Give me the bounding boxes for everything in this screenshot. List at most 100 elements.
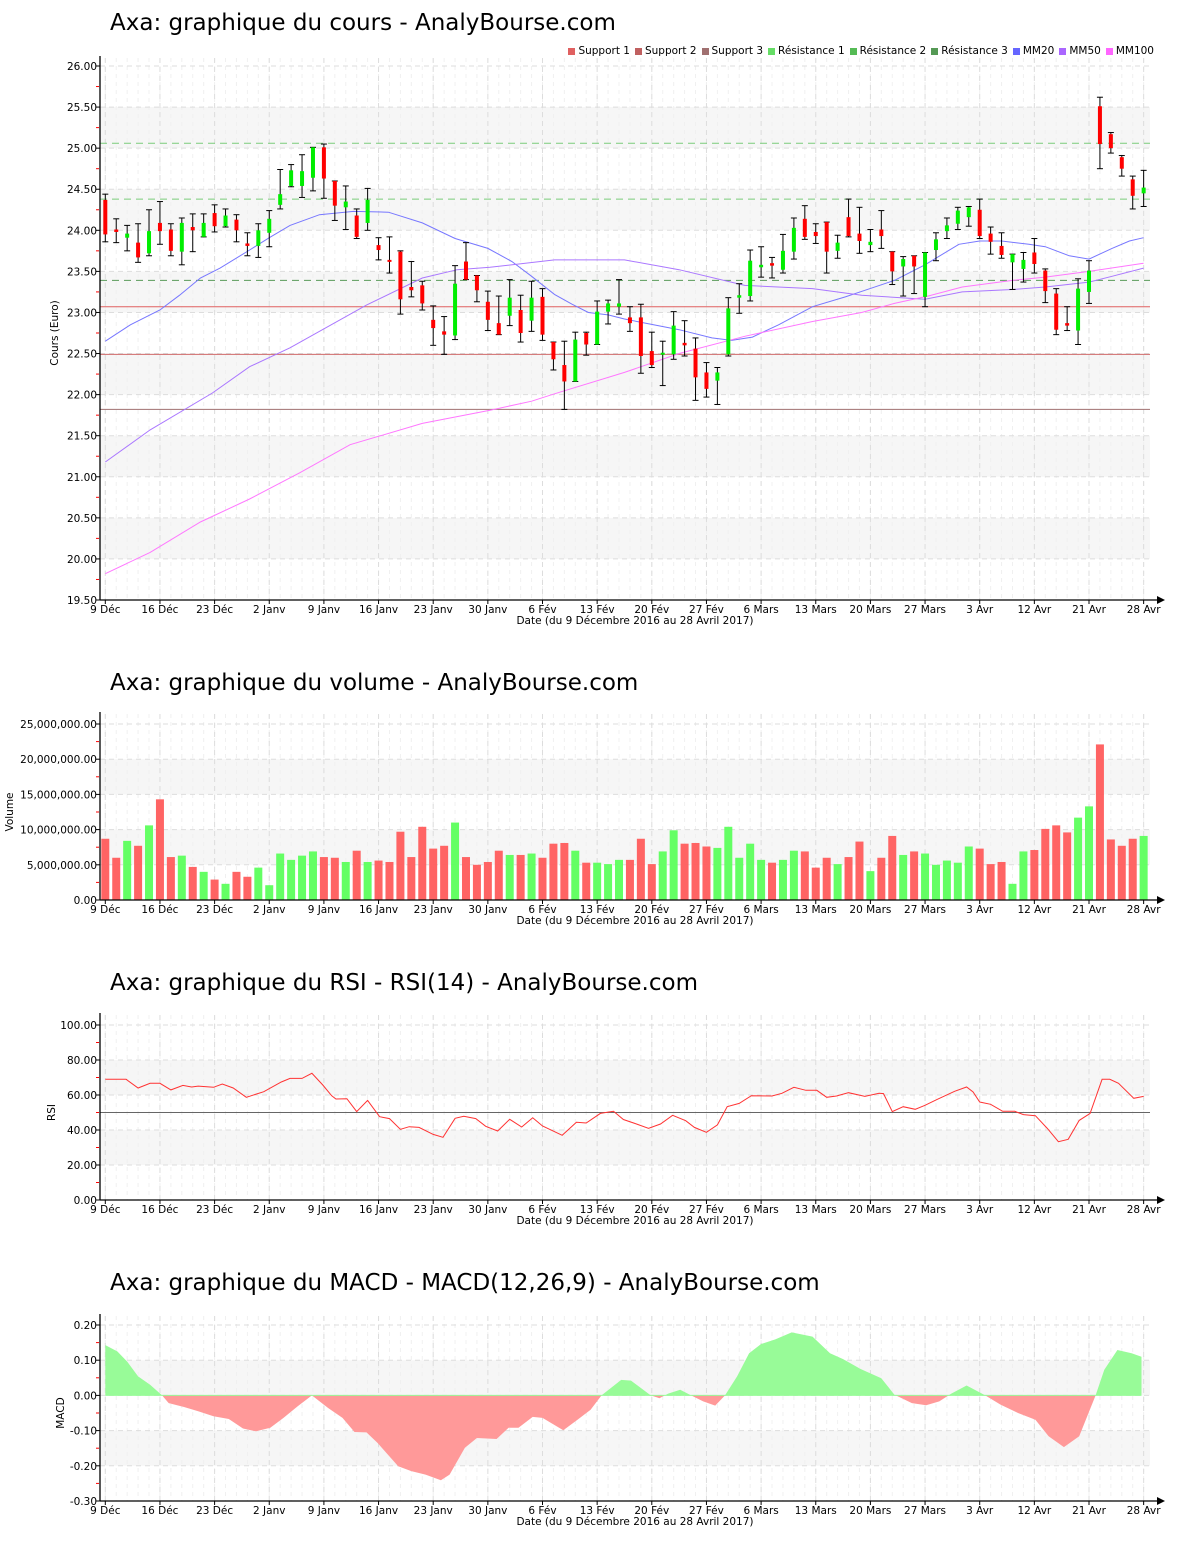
legend-label: MM100 — [1115, 45, 1154, 57]
background-band — [100, 1430, 1150, 1466]
x-tick-label: 13 Mars — [795, 904, 837, 916]
candle-body — [1054, 293, 1059, 330]
y-tick-label: 22.50 — [67, 349, 97, 361]
legend-item: Résistance 1 — [768, 45, 845, 57]
candle-body — [868, 241, 873, 246]
x-tick-label: 13 Fév — [580, 1204, 615, 1216]
legend-swatch-icon — [849, 47, 857, 55]
y-tick-label: 10,000,000.00 — [20, 825, 97, 837]
background-band — [100, 435, 1150, 477]
x-tick-label: 20 Mars — [849, 1204, 891, 1216]
volume-bar — [101, 838, 110, 900]
candle-body — [617, 303, 622, 307]
y-tick-label: -0.10 — [70, 1426, 97, 1438]
background-band — [100, 517, 1150, 559]
volume-bar — [472, 864, 481, 900]
candle-body — [715, 372, 720, 381]
volume-bar — [265, 885, 274, 900]
candlestick — [648, 331, 655, 369]
volume-bar — [833, 864, 842, 900]
candlestick — [681, 320, 688, 357]
candle-body — [595, 311, 600, 345]
candlestick — [1118, 155, 1125, 177]
volume-bar — [461, 857, 470, 900]
candle-body — [1087, 270, 1091, 292]
candlestick — [932, 232, 939, 262]
candlestick — [834, 234, 841, 259]
volume-chart-title: Axa: graphique du volume - AnalyBourse.c… — [110, 670, 639, 696]
candlestick — [178, 217, 185, 266]
price-chart-legend: Support 1 Support 2 Support 3 Résistance 1 R… — [568, 45, 1154, 57]
x-tick-label: 16 Janv — [359, 1505, 398, 1517]
candlestick — [102, 193, 109, 243]
y-tick-label: 26.00 — [67, 61, 97, 73]
y-tick-label: 25,000,000.00 — [20, 719, 97, 731]
volume-bar — [396, 831, 405, 900]
candle-body — [1010, 254, 1015, 263]
candlestick — [156, 201, 163, 245]
volume-bar — [669, 830, 678, 900]
candle-body — [278, 194, 283, 205]
legend-item: MM100 — [1105, 45, 1154, 57]
macd-negative-area — [105, 1395, 1142, 1481]
candle-body — [321, 147, 326, 179]
candlestick — [659, 340, 666, 387]
y-axis-title: RSI — [46, 1104, 58, 1121]
candle-body — [442, 331, 447, 335]
x-tick-label: 13 Fév — [580, 604, 615, 616]
volume-chart: 0.00 5,000,000.00 10,000,000.00 15,000,000.… — [4, 712, 1165, 927]
candle-body — [955, 210, 960, 224]
candle-body — [933, 239, 938, 251]
legend-swatch-icon — [1059, 47, 1067, 55]
candlestick — [616, 279, 623, 315]
x-tick-label: 27 Mars — [904, 904, 946, 916]
candlestick — [386, 236, 393, 274]
x-tick-label: 12 Avr — [1017, 604, 1051, 616]
x-tick-label: 12 Avr — [1017, 1204, 1051, 1216]
candlestick — [637, 303, 644, 374]
candlestick — [758, 246, 765, 278]
background-band — [100, 107, 1150, 149]
macd-positive-area — [105, 1332, 1142, 1396]
volume-bar — [877, 857, 886, 900]
candle-body — [682, 342, 687, 346]
candle-body — [638, 317, 643, 357]
x-tick-label: 20 Mars — [849, 1505, 891, 1517]
x-tick-label: 9 Déc — [90, 604, 121, 616]
volume-bar — [254, 867, 263, 900]
y-axis-title: Cours (Euro) — [49, 300, 61, 366]
volume-bar — [298, 855, 307, 900]
volume-bar — [199, 871, 208, 900]
candlestick — [900, 256, 907, 297]
candle-body — [627, 317, 632, 324]
legend-label: Support 2 — [644, 45, 697, 57]
volume-bar — [1106, 839, 1115, 900]
candle-body — [212, 213, 217, 227]
y-tick-label: 80.00 — [67, 1055, 97, 1067]
x-axis-title: Date (du 9 Décembre 2016 au 28 Avril 201… — [516, 1516, 753, 1528]
volume-bar — [735, 857, 744, 900]
candle-body — [431, 319, 436, 329]
volume-bar — [210, 879, 219, 900]
background-band — [100, 1060, 1150, 1095]
x-tick-label: 23 Déc — [196, 1505, 233, 1517]
x-axis-arrow-icon — [1157, 1497, 1165, 1505]
volume-bar — [276, 853, 285, 900]
x-tick-label: 20 Fév — [634, 604, 669, 616]
volume-bar — [145, 825, 154, 900]
x-tick-label: 9 Janv — [308, 904, 340, 916]
x-tick-label: 27 Fév — [689, 1505, 724, 1517]
y-tick-label: 22.00 — [67, 390, 97, 402]
volume-bar — [625, 859, 634, 900]
y-axis-title: MACD — [55, 1397, 67, 1428]
candlestick — [244, 232, 251, 257]
legend-item: Support 1 — [568, 45, 630, 57]
x-tick-label: 30 Janv — [468, 1505, 507, 1517]
volume-bar — [702, 846, 711, 900]
volume-bar — [746, 843, 755, 900]
x-tick-label: 28 Avr — [1127, 904, 1161, 916]
candle-body — [770, 263, 775, 266]
candlestick — [517, 294, 524, 343]
volume-bar — [155, 799, 164, 900]
volume-bar — [1095, 744, 1104, 900]
